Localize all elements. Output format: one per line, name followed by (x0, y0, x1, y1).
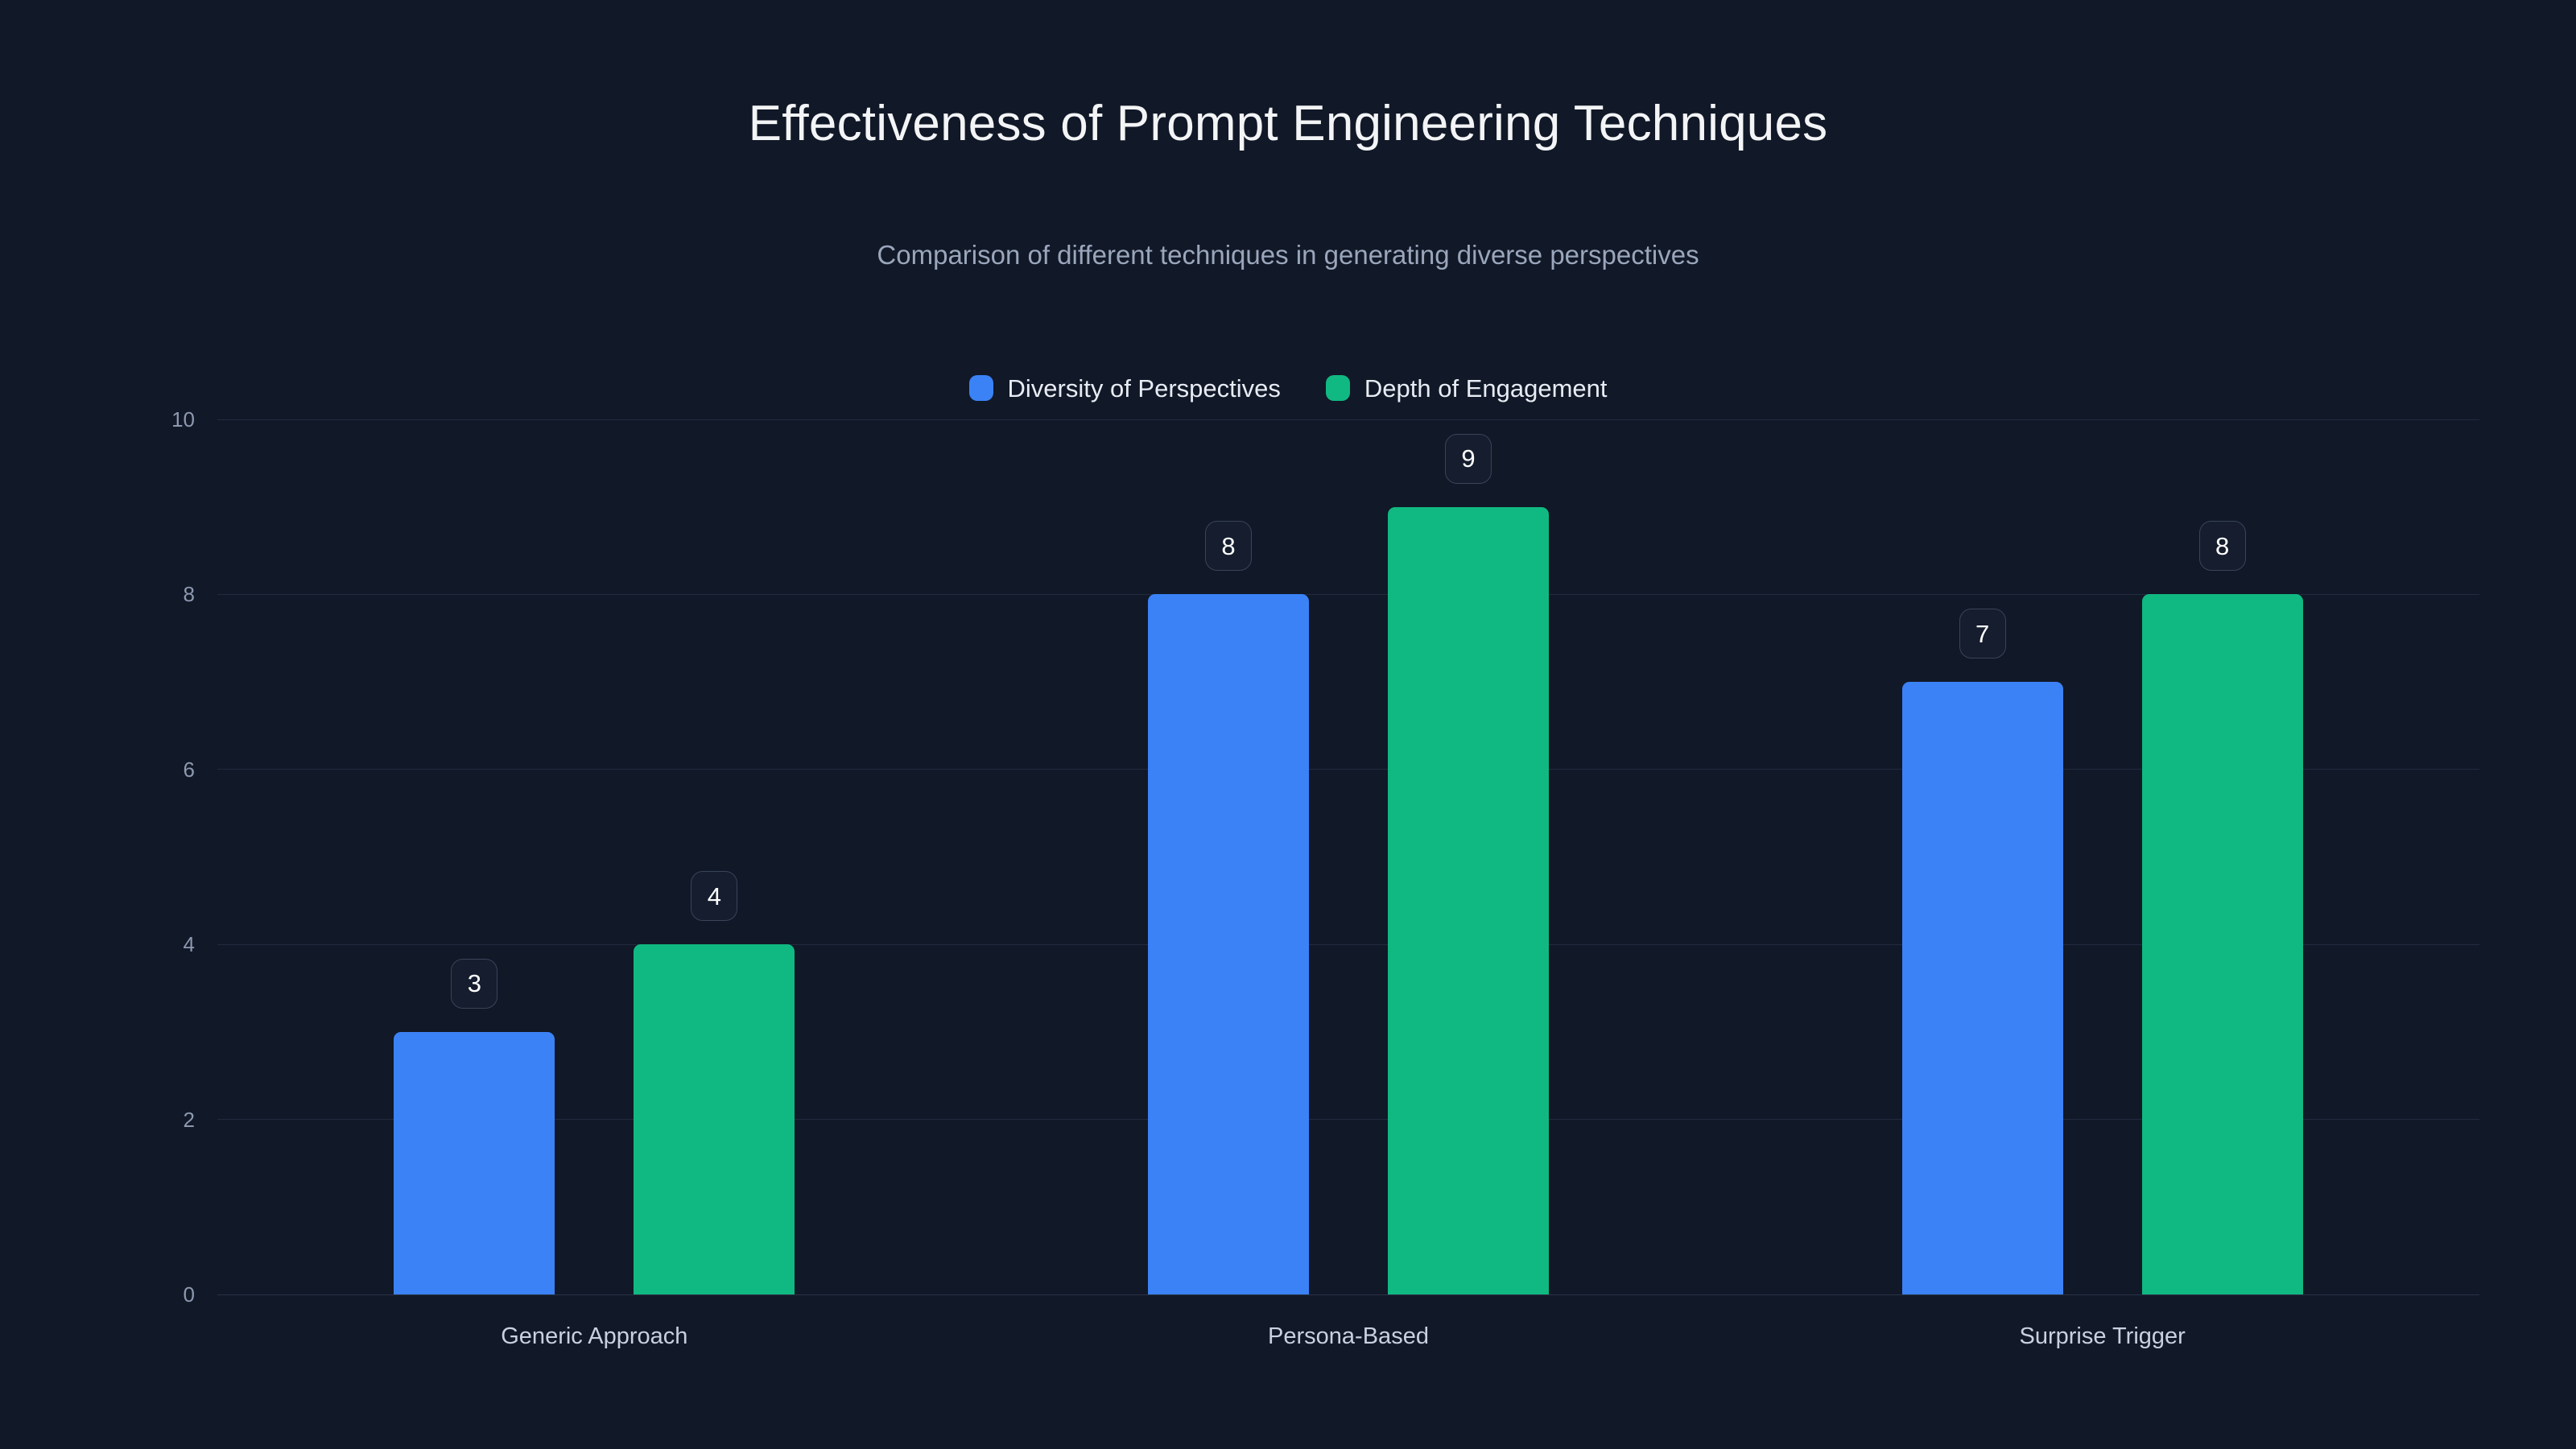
plot-area: 0 2 4 6 8 10 3 4 Generic Approach 8 9 Persona-Based… (171, 409, 2479, 1349)
bar[interactable] (2141, 594, 2303, 1294)
x-axis-category-label: Generic Approach (501, 1323, 688, 1349)
bar[interactable] (1388, 506, 1549, 1294)
y-axis-tick-label: 6 (183, 757, 195, 782)
bar-value-label: 7 (1959, 609, 2006, 659)
bar[interactable] (634, 944, 795, 1294)
bar-value-label: 3 (451, 958, 498, 1009)
gridline-y-4 (217, 943, 2479, 945)
y-axis-tick-label: 4 (183, 932, 195, 957)
y-axis-tick-label: 8 (183, 582, 195, 607)
bar-value-label: 4 (691, 871, 738, 922)
y-axis-tick-label: 0 (183, 1282, 195, 1307)
legend-swatch-green-icon (1325, 375, 1350, 401)
bar-value-label: 8 (1205, 521, 1252, 572)
legend-label-depth-of-engagement: Depth of Engagement (1364, 374, 1608, 402)
bar[interactable] (394, 1031, 555, 1294)
legend-swatch-blue-icon (968, 375, 993, 401)
gridline-y-10 (217, 419, 2479, 420)
gridline-y-0 (217, 1294, 2479, 1295)
y-axis-tick-label: 2 (183, 1107, 195, 1132)
gridline-y-8 (217, 593, 2479, 595)
x-axis-category-label: Surprise Trigger (2019, 1323, 2186, 1349)
legend-item-diversity-of-perspectives[interactable]: Diversity of Perspectives (968, 372, 1281, 404)
bar[interactable] (1148, 594, 1309, 1294)
bar[interactable] (1901, 682, 2063, 1294)
chart-subtitle: Comparison of different techniques in ge… (877, 240, 1699, 270)
x-axis-category-label: Persona-Based (1268, 1323, 1429, 1349)
bar-value-label: 8 (2198, 521, 2246, 572)
chart-legend: Diversity of Perspectives Depth of Engag… (0, 372, 2576, 404)
legend-item-depth-of-engagement[interactable]: Depth of Engagement (1325, 372, 1608, 404)
bar-value-label: 9 (1445, 433, 1492, 484)
gridline-y-2 (217, 1119, 2479, 1121)
gridline-y-6 (217, 769, 2479, 770)
legend-label-diversity-of-perspectives: Diversity of Perspectives (1007, 374, 1281, 402)
y-axis-tick-label: 10 (171, 407, 195, 431)
page-title: Effectiveness of Prompt Engineering Tech… (748, 96, 1828, 151)
